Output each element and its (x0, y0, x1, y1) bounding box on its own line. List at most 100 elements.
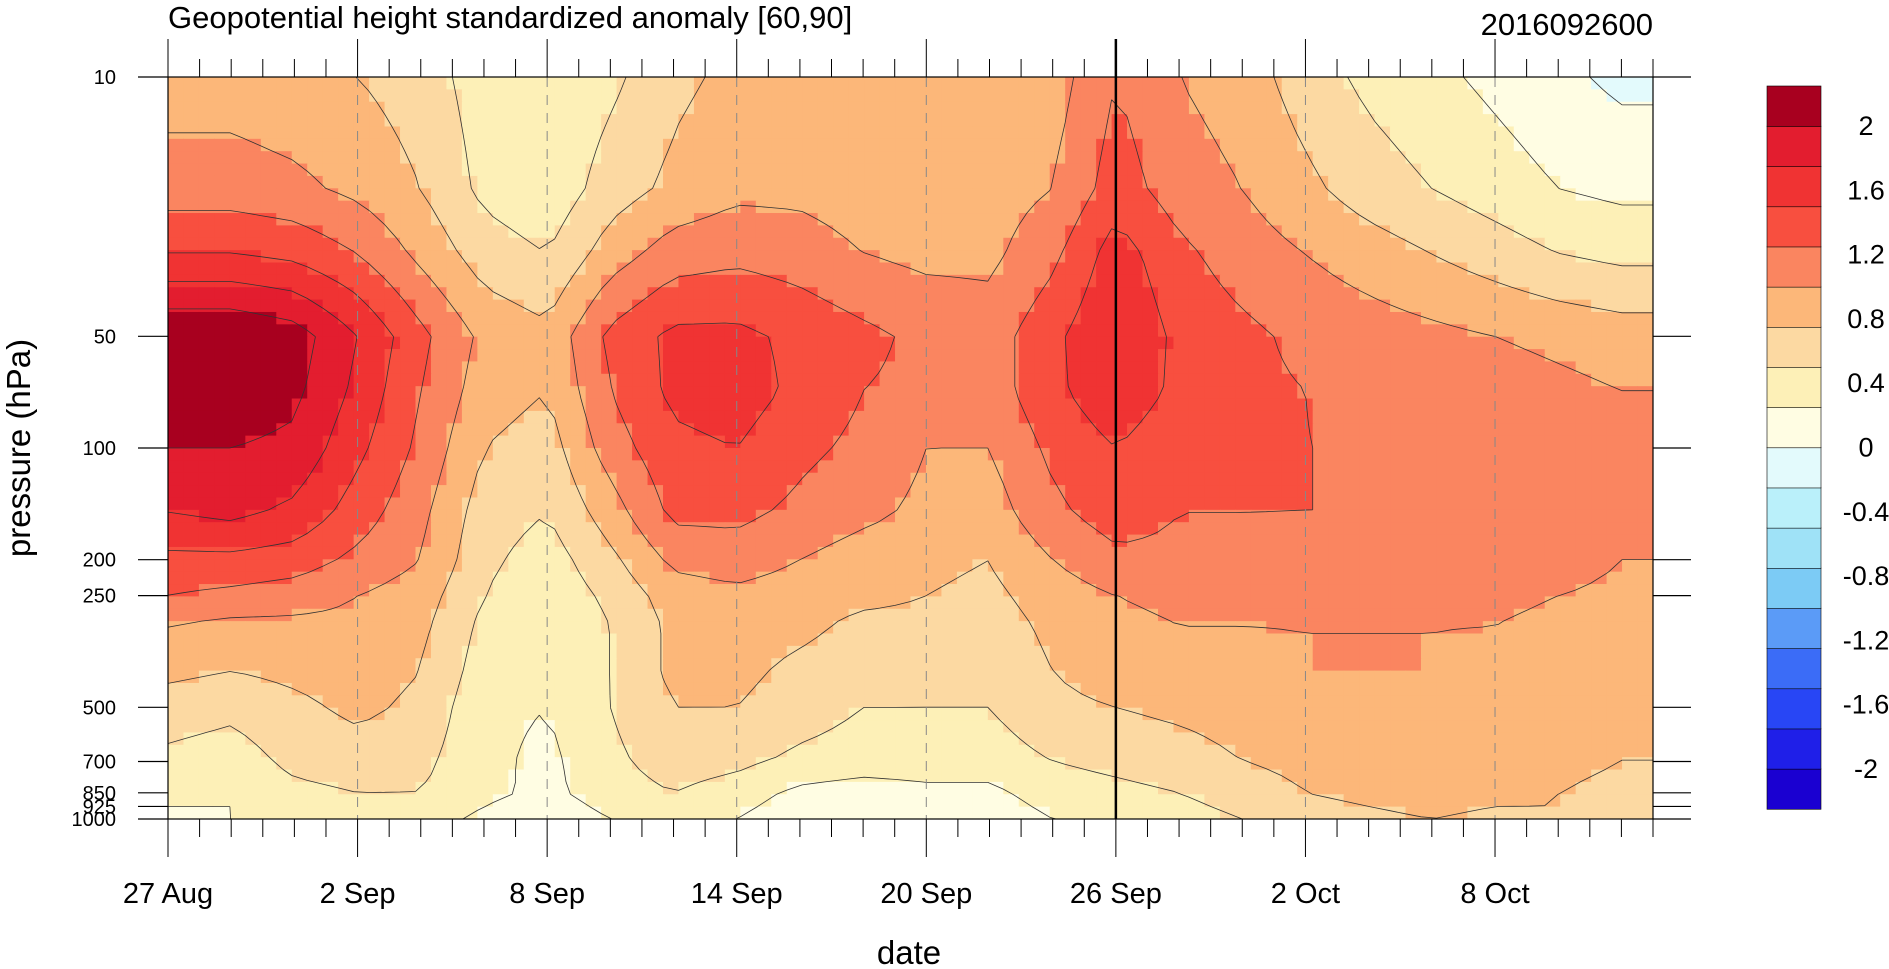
anomaly-cell (1390, 670, 1407, 684)
anomaly-cell (1405, 188, 1422, 202)
anomaly-cell (864, 571, 881, 585)
anomaly-cell (1312, 311, 1329, 325)
anomaly-cell (1637, 522, 1653, 536)
anomaly-cell (276, 584, 293, 597)
anomaly-cell (307, 460, 324, 474)
anomaly-cell (1080, 559, 1097, 573)
anomaly-cell (523, 361, 540, 375)
anomaly-cell (1281, 472, 1298, 486)
anomaly-cell (724, 658, 741, 672)
anomaly-cell (740, 151, 757, 165)
anomaly-cell (245, 485, 262, 499)
anomaly-cell (771, 274, 788, 288)
anomaly-cell (1049, 89, 1066, 103)
anomaly-cell (709, 559, 726, 573)
anomaly-cell (833, 596, 850, 610)
anomaly-cell (1420, 287, 1438, 301)
anomaly-cell (430, 621, 448, 635)
anomaly-cell (740, 633, 757, 647)
anomaly-cell (353, 175, 370, 189)
anomaly-cell (353, 188, 370, 202)
anomaly-cell (570, 707, 587, 721)
anomaly-cell (1482, 633, 1499, 647)
anomaly-cell (570, 658, 587, 672)
anomaly-cell (1575, 695, 1592, 709)
anomaly-cell (616, 361, 633, 375)
anomaly-cell (771, 213, 788, 226)
anomaly-cell (461, 522, 478, 536)
anomaly-cell (1606, 398, 1623, 412)
anomaly-cell (322, 126, 339, 140)
anomaly-cell (1328, 398, 1345, 412)
anomaly-cell (1498, 645, 1515, 659)
anomaly-cell (291, 225, 308, 239)
anomaly-cell (369, 237, 386, 251)
anomaly-cell (585, 77, 602, 90)
anomaly-cell (492, 608, 509, 622)
anomaly-cell (523, 373, 540, 387)
anomaly-cell (879, 250, 896, 264)
anomaly-cell (724, 101, 741, 115)
anomaly-cell (1374, 336, 1391, 350)
anomaly-cell (415, 237, 432, 251)
anomaly-cell (833, 485, 850, 499)
anomaly-cell (693, 584, 711, 597)
anomaly-cell (693, 460, 711, 474)
anomaly-cell (1204, 695, 1221, 709)
anomaly-cell (260, 324, 277, 338)
anomaly-cell (616, 225, 633, 239)
anomaly-cell (1390, 435, 1407, 449)
anomaly-cell (771, 299, 788, 313)
anomaly-cell (523, 349, 540, 363)
anomaly-cell (1204, 373, 1221, 387)
anomaly-cell (601, 410, 618, 424)
anomaly-cell (1188, 707, 1206, 721)
anomaly-cell (1374, 509, 1391, 523)
anomaly-cell (260, 410, 277, 424)
anomaly-cell (1622, 386, 1639, 400)
anomaly-cell (678, 608, 695, 622)
anomaly-cell (1235, 138, 1252, 152)
anomaly-cell (647, 448, 664, 461)
anomaly-cell (817, 151, 834, 165)
anomaly-cell (1250, 460, 1267, 474)
anomaly-cell (492, 151, 509, 165)
anomaly-cell (941, 497, 958, 511)
anomaly-cell (895, 336, 912, 350)
anomaly-cell (910, 361, 927, 375)
anomaly-cell (1065, 188, 1082, 202)
anomaly-cell (1111, 608, 1128, 622)
anomaly-cell (260, 114, 277, 128)
anomaly-cell (925, 77, 943, 90)
anomaly-cell (972, 522, 989, 536)
anomaly-cell (632, 324, 649, 338)
anomaly-cell (1498, 349, 1515, 363)
anomaly-cell (1158, 695, 1175, 709)
anomaly-cell (724, 670, 741, 684)
anomaly-cell (1158, 250, 1175, 264)
anomaly-cell (956, 658, 973, 672)
anomaly-cell (1328, 336, 1345, 350)
anomaly-cell (1266, 77, 1283, 90)
anomaly-cell (570, 670, 587, 684)
anomaly-cell (1328, 608, 1345, 622)
anomaly-cell (1188, 410, 1206, 424)
anomaly-cell (1049, 398, 1066, 412)
anomaly-cell (1065, 485, 1082, 499)
anomaly-cell (1328, 175, 1345, 189)
anomaly-cell (1049, 349, 1066, 363)
anomaly-cell (601, 695, 618, 709)
anomaly-cell (693, 311, 711, 325)
anomaly-cell (1219, 163, 1236, 177)
anomaly-cell (848, 237, 865, 251)
anomaly-cell (724, 460, 741, 474)
anomaly-cell (477, 608, 494, 622)
anomaly-cell (879, 225, 896, 239)
anomaly-cell (384, 386, 401, 400)
anomaly-cell (1127, 497, 1144, 511)
anomaly-cell (956, 324, 973, 338)
anomaly-cell (833, 448, 850, 461)
anomaly-cell (1606, 410, 1623, 424)
anomaly-cell (678, 485, 695, 499)
anomaly-cell (508, 485, 525, 499)
